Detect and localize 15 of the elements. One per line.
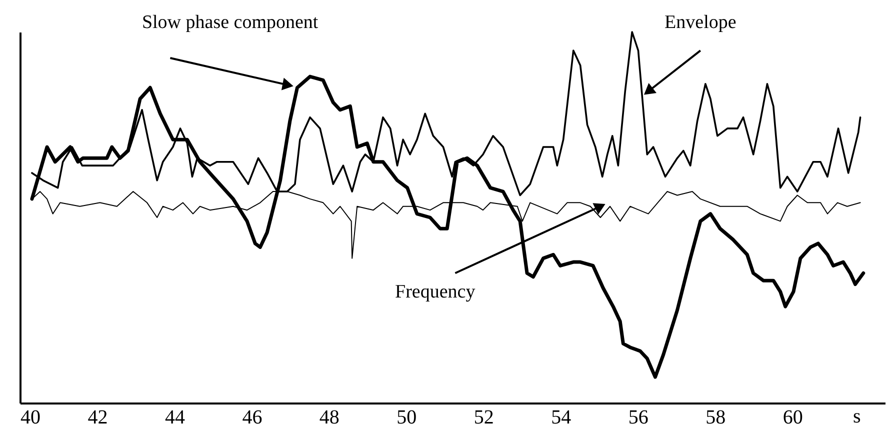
text: Frequency [395,282,476,303]
x-tick-label: 52 [474,406,494,428]
x-tick-label: 42 [88,406,108,428]
text: Slow phase component [142,12,319,33]
x-tick-label: 54 [551,406,572,428]
x-tick-label: 58 [706,406,726,428]
x-tick-label: 60 [782,406,803,428]
series-label: Envelope [664,12,736,33]
x-tick-label: 50 [396,406,417,428]
x-tick-label: 46 [242,406,262,428]
x-tick-label: 56 [628,406,648,428]
x-tick-label: 48 [319,406,340,428]
x-tick-label: 40 [20,406,40,428]
x-tick-label: 44 [164,406,185,428]
x-axis-title: s [853,406,862,428]
